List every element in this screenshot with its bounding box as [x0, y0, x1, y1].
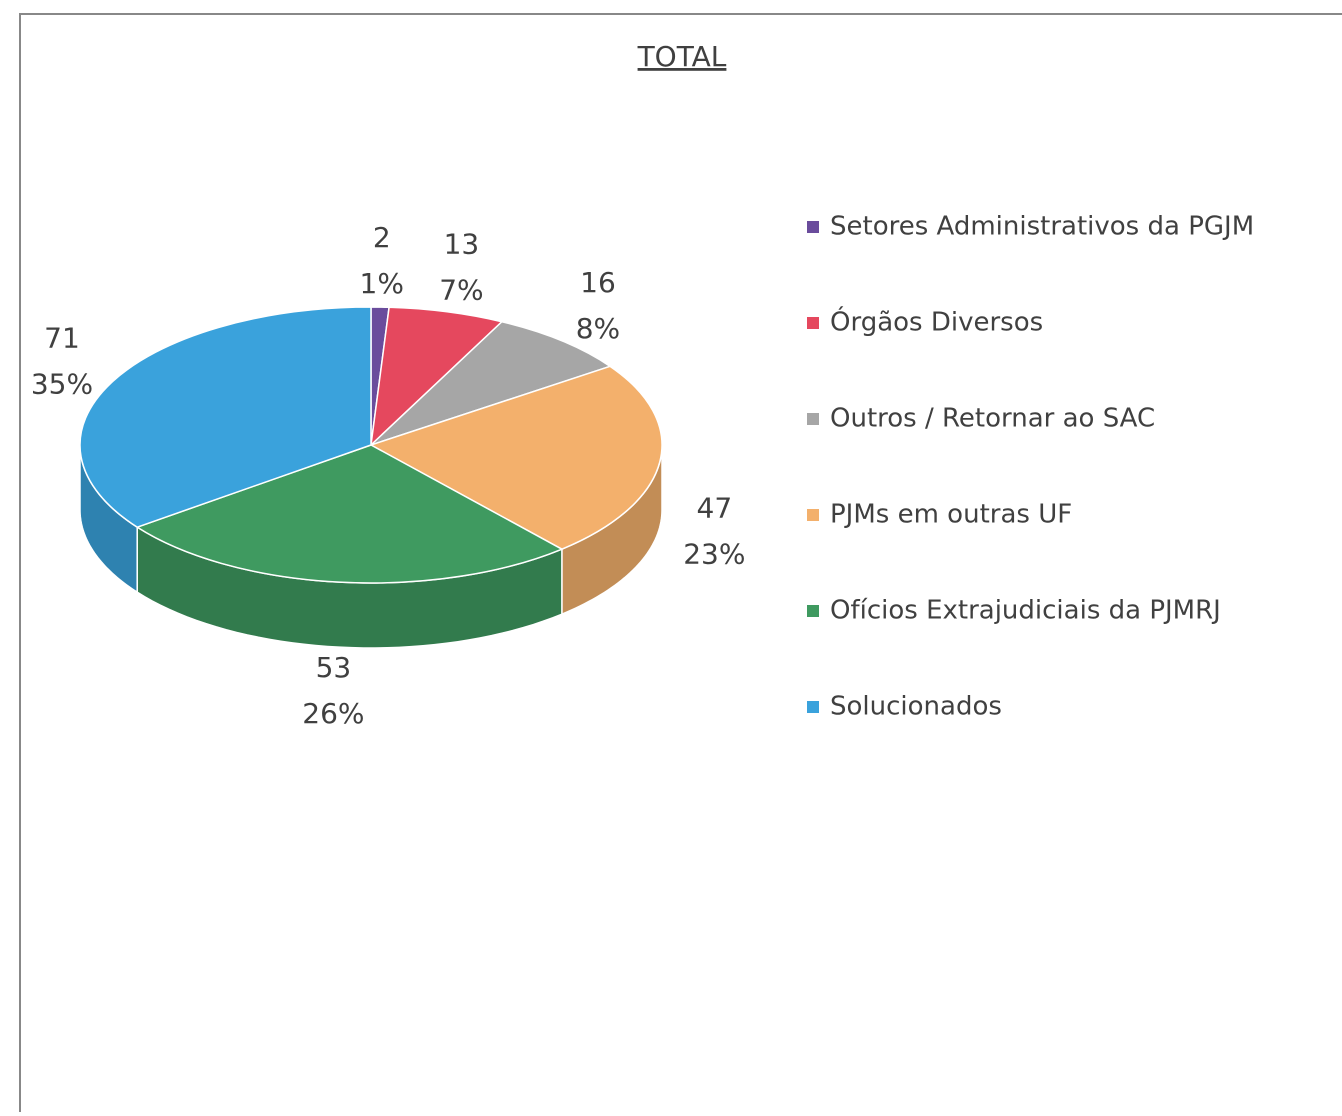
legend-swatch — [807, 221, 819, 233]
percent-label: 1% — [360, 267, 404, 300]
percent-label: 26% — [302, 697, 364, 730]
chart-title: TOTAL — [637, 40, 727, 73]
legend-swatch — [807, 317, 819, 329]
slice — [135, 444, 564, 584]
legend-label: Solucionados — [830, 692, 1002, 722]
data-label: 13 — [444, 227, 480, 260]
percent-label: 7% — [439, 273, 483, 306]
legend-swatch — [807, 605, 819, 617]
data-label: 47 — [697, 492, 733, 525]
slice — [370, 320, 612, 446]
legend-label: Ofícios Extrajudiciais da PJMRJ — [830, 596, 1221, 626]
slice — [369, 365, 663, 550]
legend-label: Outros / Retornar ao SAC — [830, 404, 1155, 434]
slice — [79, 306, 372, 528]
slice — [369, 306, 504, 447]
legend-swatch — [807, 701, 819, 713]
percent-label: 23% — [683, 538, 745, 571]
data-label: 2 — [373, 221, 391, 254]
legend-label: Setores Administrativos da PGJM — [830, 212, 1254, 242]
legend-swatch — [807, 509, 819, 521]
legend-label: Órgãos Diversos — [830, 306, 1043, 338]
data-label: 16 — [580, 266, 616, 299]
data-label: 71 — [44, 322, 80, 355]
percent-label: 35% — [31, 368, 93, 401]
percent-label: 8% — [576, 312, 620, 345]
legend-label: PJMs em outras UF — [830, 500, 1072, 530]
legend-swatch — [807, 413, 819, 425]
data-label: 53 — [316, 651, 352, 684]
